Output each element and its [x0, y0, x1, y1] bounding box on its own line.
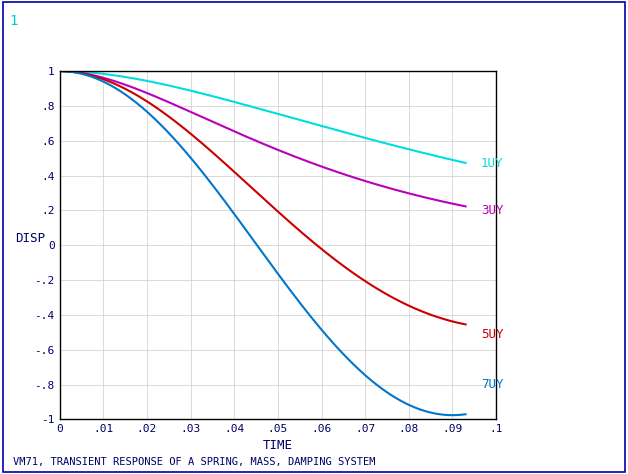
Text: VM71, TRANSIENT RESPONSE OF A SPRING, MASS, DAMPING SYSTEM: VM71, TRANSIENT RESPONSE OF A SPRING, MA…: [13, 457, 375, 467]
X-axis label: TIME: TIME: [263, 438, 293, 452]
Text: 1: 1: [9, 14, 18, 28]
Text: 3UY: 3UY: [481, 204, 504, 217]
Y-axis label: DISP: DISP: [15, 232, 45, 246]
Text: 5UY: 5UY: [481, 328, 504, 341]
Text: 1UY: 1UY: [481, 157, 504, 170]
Text: 7UY: 7UY: [481, 378, 504, 391]
